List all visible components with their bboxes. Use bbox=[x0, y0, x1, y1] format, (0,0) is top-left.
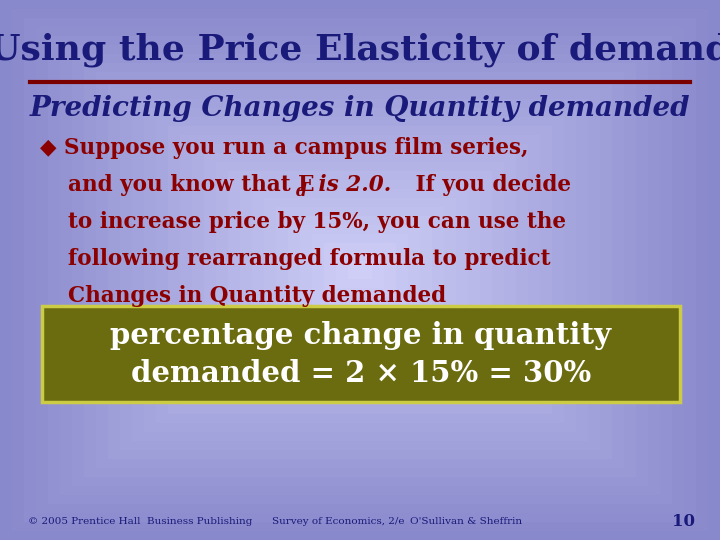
Text: is 2.0.: is 2.0. bbox=[311, 174, 391, 196]
Bar bbox=[300, 225, 420, 315]
Bar bbox=[180, 135, 540, 405]
Text: to increase price by 15%, you can use the: to increase price by 15%, you can use th… bbox=[68, 211, 566, 233]
Bar bbox=[204, 153, 516, 387]
Text: d: d bbox=[296, 183, 307, 199]
Text: Survey of Economics, 2/e: Survey of Economics, 2/e bbox=[272, 517, 405, 526]
Bar bbox=[216, 162, 504, 378]
Bar bbox=[96, 72, 624, 468]
Text: percentage change in quantity: percentage change in quantity bbox=[110, 321, 611, 349]
Bar bbox=[168, 126, 552, 414]
Bar bbox=[324, 243, 396, 297]
Bar bbox=[48, 36, 672, 504]
Bar bbox=[312, 234, 408, 306]
Bar bbox=[288, 216, 432, 324]
Bar bbox=[108, 81, 612, 459]
Text: Using the Price Elasticity of demand: Using the Price Elasticity of demand bbox=[0, 33, 720, 68]
Bar bbox=[336, 252, 384, 288]
Bar bbox=[264, 198, 456, 342]
Bar bbox=[240, 180, 480, 360]
Bar bbox=[144, 108, 576, 432]
Bar bbox=[348, 261, 372, 279]
Bar bbox=[192, 144, 528, 396]
Bar bbox=[132, 99, 588, 441]
Bar bbox=[60, 45, 660, 495]
Bar bbox=[72, 54, 648, 486]
Text: © 2005 Prentice Hall  Business Publishing: © 2005 Prentice Hall Business Publishing bbox=[28, 517, 253, 526]
Text: and you know that E: and you know that E bbox=[68, 174, 315, 196]
Bar bbox=[276, 207, 444, 333]
Bar bbox=[156, 117, 564, 423]
Bar bbox=[228, 171, 492, 369]
Text: O'Sullivan & Sheffrin: O'Sullivan & Sheffrin bbox=[410, 517, 522, 526]
Bar bbox=[42, 306, 680, 402]
Text: 10: 10 bbox=[672, 514, 695, 530]
Text: If you decide: If you decide bbox=[408, 174, 571, 196]
Bar bbox=[120, 90, 600, 450]
Text: demanded = 2 × 15% = 30%: demanded = 2 × 15% = 30% bbox=[131, 360, 591, 388]
Bar bbox=[84, 63, 636, 477]
Bar bbox=[252, 189, 468, 351]
Text: following rearranged formula to predict: following rearranged formula to predict bbox=[68, 248, 551, 270]
Text: Changes in Quantity demanded: Changes in Quantity demanded bbox=[68, 285, 446, 307]
Text: ◆ Suppose you run a campus film series,: ◆ Suppose you run a campus film series, bbox=[40, 137, 528, 159]
Text: Predicting Changes in Quantity demanded: Predicting Changes in Quantity demanded bbox=[30, 94, 690, 122]
